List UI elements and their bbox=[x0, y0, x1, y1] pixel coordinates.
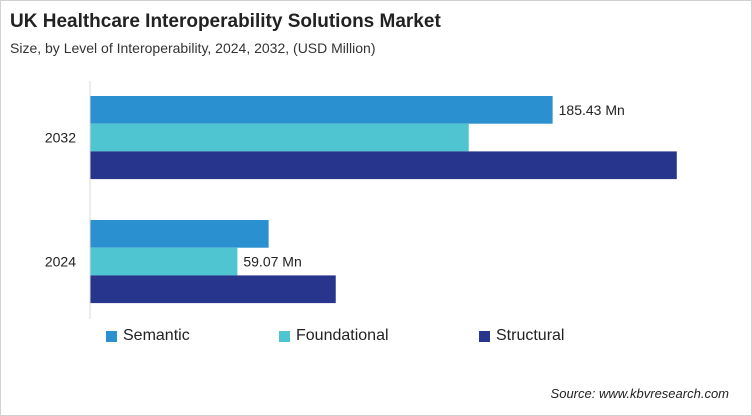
legend-label: Foundational bbox=[296, 327, 389, 344]
bar-structural-2024 bbox=[90, 275, 336, 304]
legend-swatch-structural bbox=[479, 330, 490, 342]
category-label: 2032 bbox=[45, 130, 76, 146]
bar-structural-2032 bbox=[90, 151, 677, 180]
category-label: 2024 bbox=[45, 254, 76, 270]
bar-semantic-2024 bbox=[90, 220, 269, 248]
legend-swatch-semantic bbox=[106, 330, 117, 342]
bar-foundational-2032 bbox=[90, 123, 469, 152]
legend-item-structural: Structural bbox=[479, 327, 564, 345]
legend-label: Semantic bbox=[123, 327, 190, 344]
chart-subtitle: Size, by Level of Interoperability, 2024… bbox=[10, 40, 376, 56]
bar-foundational-2024 bbox=[90, 247, 238, 276]
bar-semantic-2032 bbox=[90, 96, 553, 124]
legend-swatch-foundational bbox=[279, 330, 290, 342]
legend-item-semantic: Semantic bbox=[106, 327, 190, 345]
legend-item-foundational: Foundational bbox=[279, 327, 389, 345]
chart-title: UK Healthcare Interoperability Solutions… bbox=[10, 11, 441, 32]
legend-label: Structural bbox=[496, 327, 565, 344]
legend: Semantic Foundational Structural bbox=[1, 327, 751, 347]
source-note: Source: www.kbvresearch.com bbox=[550, 386, 729, 401]
data-label: 59.07 Mn bbox=[243, 254, 301, 270]
data-label: 185.43 Mn bbox=[559, 102, 625, 118]
